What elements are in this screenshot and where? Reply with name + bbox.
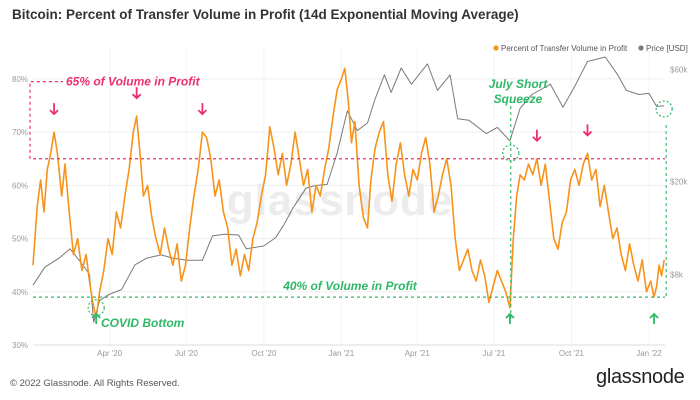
legend-swatch-price (638, 45, 644, 51)
legend-label-price: Price [USD] (646, 44, 688, 53)
peak-arrow-icon (49, 103, 59, 116)
arrow-head (132, 93, 142, 100)
arrow-head (649, 312, 659, 319)
x-tick-label: Apr '21 (405, 349, 431, 358)
glassnode-logo: glassnode (596, 366, 685, 388)
ref-label-40: 40% of Volume in Profit (282, 279, 418, 293)
reference-lines (29, 80, 667, 321)
axes: 30% 40% 50% 60% 70% 80% $8k $20k $60k Apr '20 Jul … (12, 66, 688, 358)
price-series (32, 56, 665, 323)
arrow-head (91, 312, 101, 319)
peak-arrow-icon (532, 129, 542, 143)
arrow-head (49, 109, 59, 116)
legend-label-profit: Percent of Transfer Volume in Profit (501, 44, 628, 53)
annotation-covid-bottom: COVID Bottom (101, 316, 185, 330)
legend-swatch-profit (493, 45, 499, 51)
arrow-head (582, 130, 593, 137)
profit-line (32, 67, 665, 320)
highlight-circle (87, 299, 105, 317)
peak-arrow-icon (582, 124, 593, 137)
copyright-text: © 2022 Glassnode. All Rights Reserved. (10, 378, 180, 389)
x-tick-label: Jul '20 (175, 349, 198, 358)
profit-series (32, 67, 665, 320)
x-tick-label: Oct '20 (251, 349, 277, 358)
peak-arrow-icon (197, 103, 208, 116)
price-line (32, 56, 665, 323)
x-tick-label: Oct '21 (559, 349, 585, 358)
y-left-tick-label: 70% (12, 128, 28, 137)
peak-arrow-icon (132, 87, 142, 100)
y-left-tick-label: 40% (12, 288, 28, 297)
y-left-tick-label: 80% (12, 75, 28, 84)
chart-title: Bitcoin: Percent of Transfer Volume in P… (12, 7, 519, 22)
x-tick-label: Apr '20 (97, 349, 123, 358)
y-left-tick-label: 30% (12, 341, 28, 350)
ref-bracket-65 (29, 80, 63, 159)
y-right-tick-label: $60k (670, 66, 688, 75)
y-right-tick-label: $20k (670, 177, 688, 186)
annotations: 65% of Volume in Profit 40% of Volume in … (66, 75, 548, 330)
bottom-arrow-icon (505, 312, 515, 324)
arrow-head (505, 312, 515, 319)
x-tick-label: Jan '21 (329, 349, 355, 358)
annotation-july-line2: Squeeze (494, 92, 543, 106)
arrow-head (532, 136, 542, 143)
highlight-circle (655, 100, 673, 118)
ref-label-65: 65% of Volume in Profit (66, 75, 201, 89)
annotation-july-line1: July Short (489, 77, 549, 91)
y-left-tick-label: 60% (12, 181, 28, 190)
highlight-circle (502, 144, 520, 162)
y-right-tick-label: $8k (670, 271, 684, 280)
x-tick-label: Jan '22 (636, 349, 662, 358)
y-left-tick-label: 50% (12, 235, 28, 244)
bottom-arrow-icon (649, 312, 659, 324)
x-tick-label: Jul '21 (483, 349, 506, 358)
markers (49, 87, 673, 324)
arrow-head (197, 109, 208, 116)
legend: Percent of Transfer Volume in Profit Pric… (493, 44, 688, 53)
